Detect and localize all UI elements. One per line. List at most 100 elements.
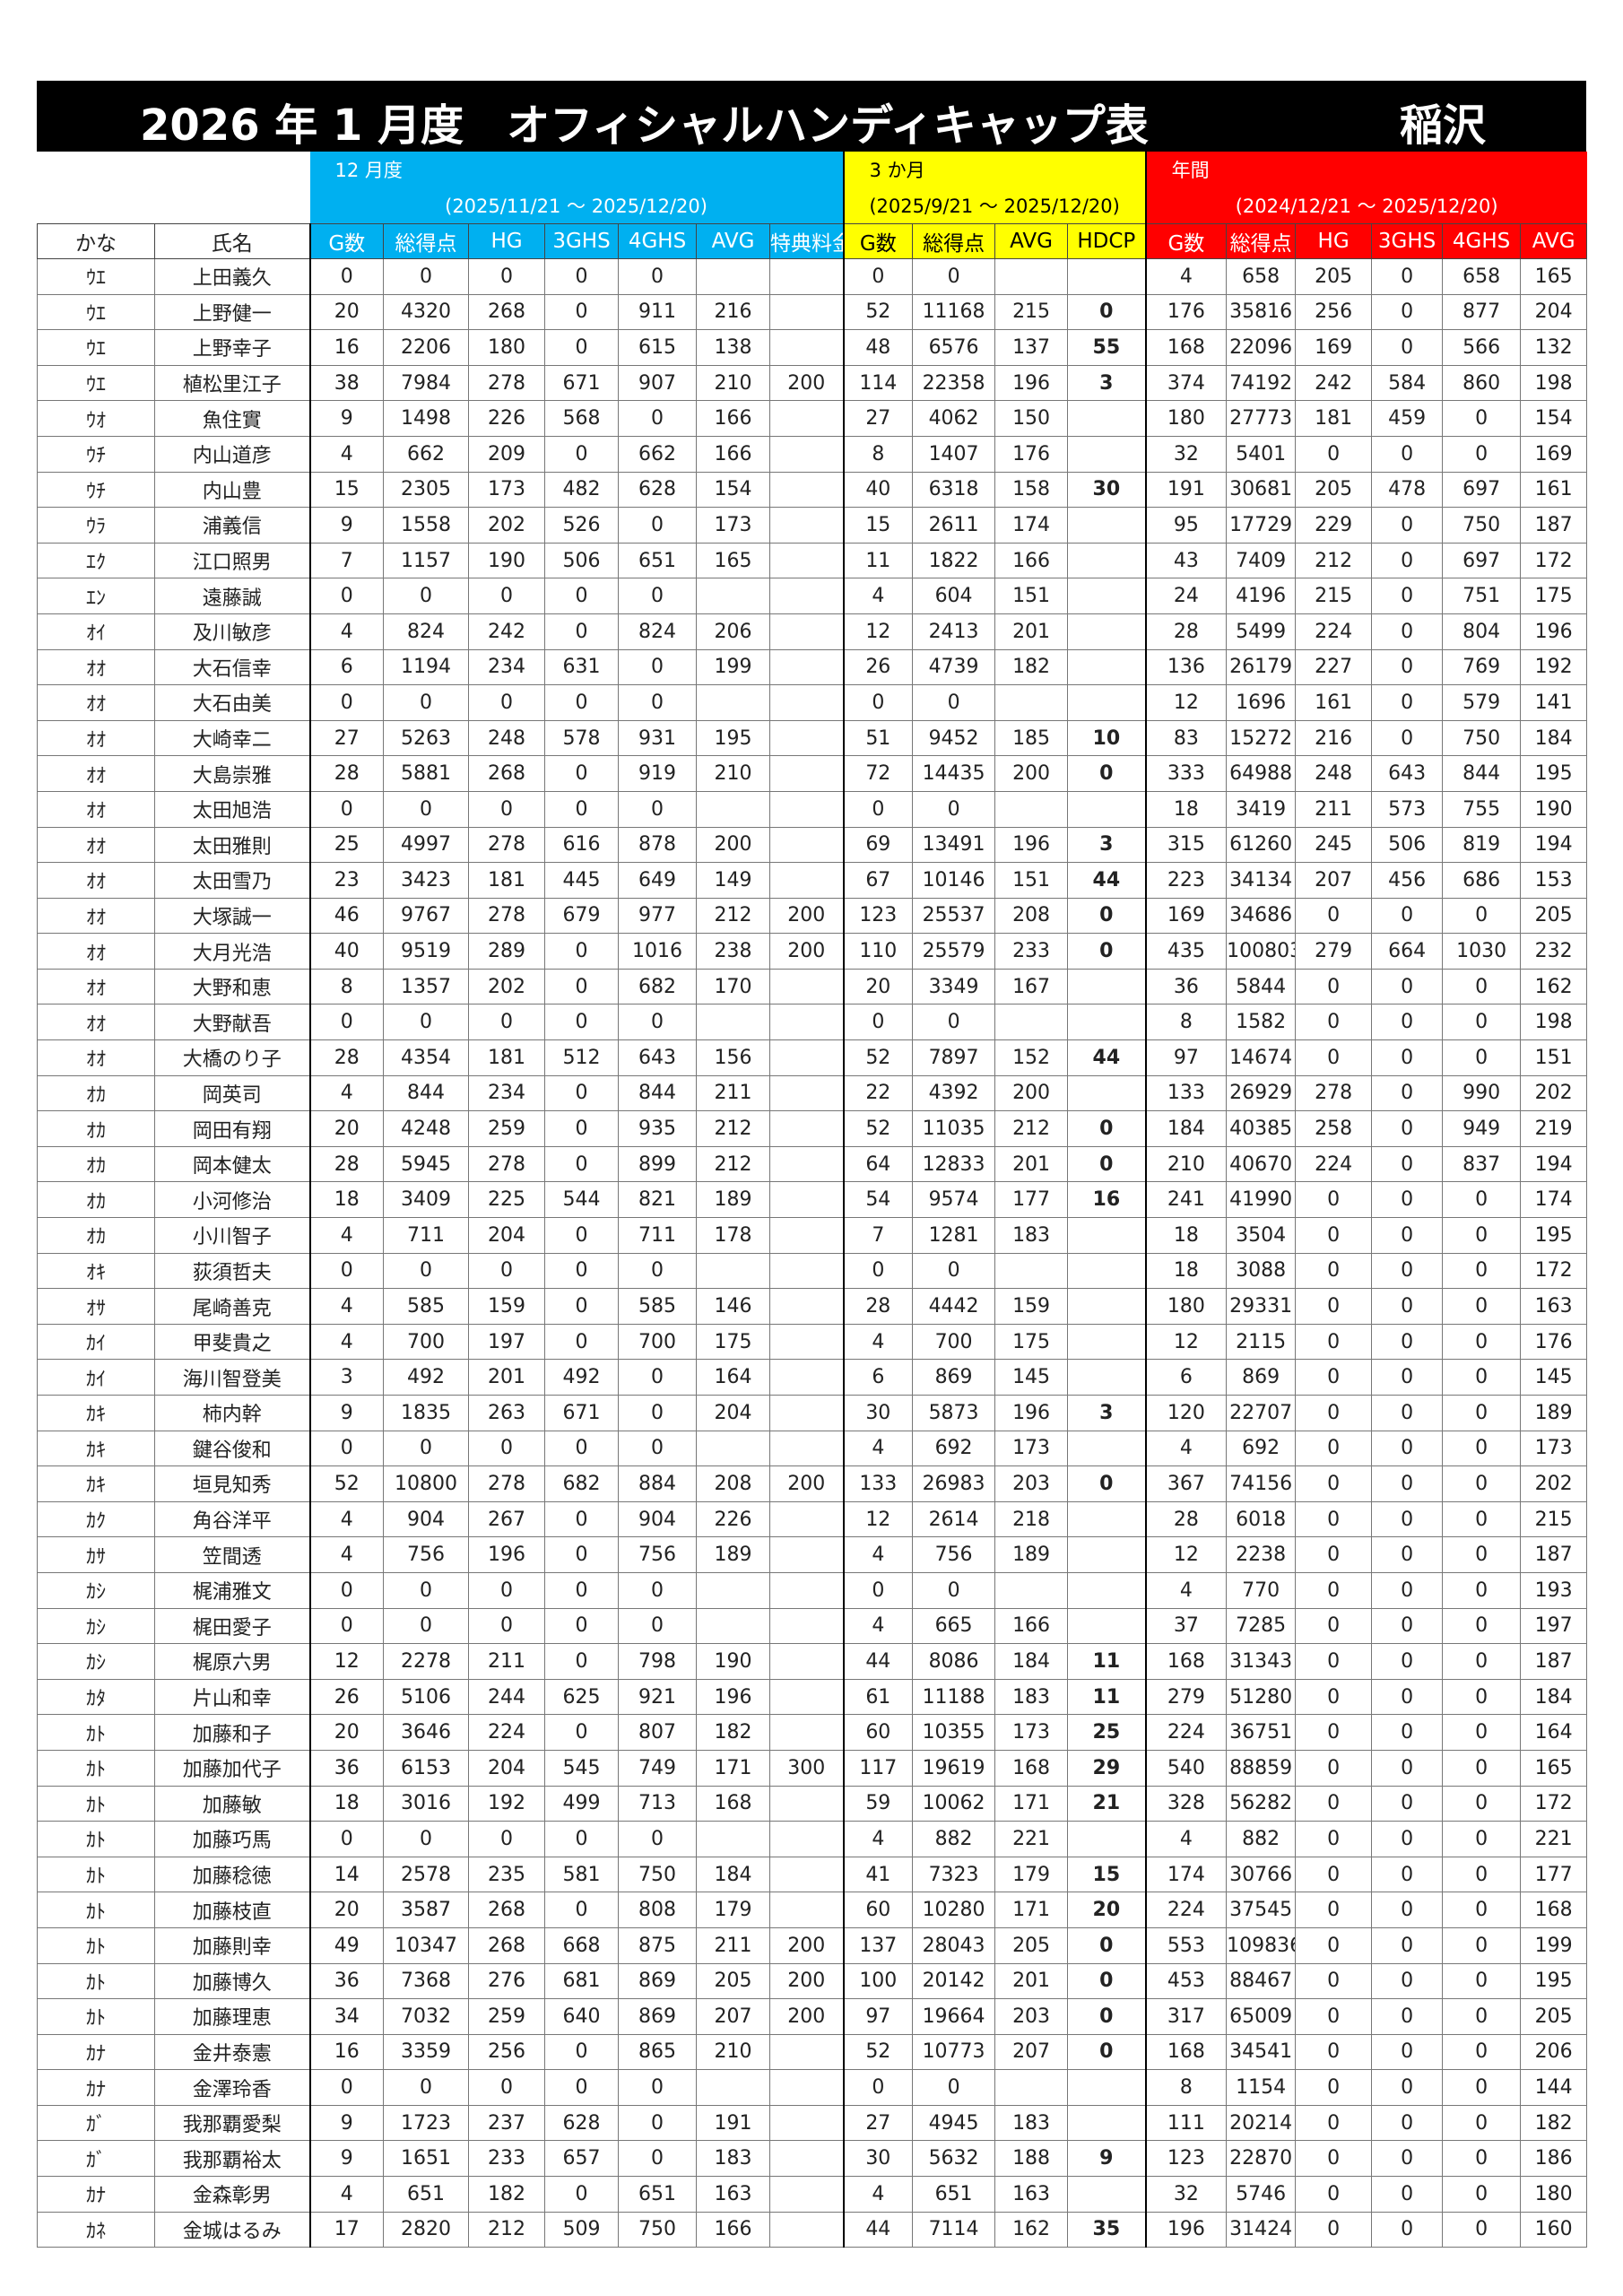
stat-cell: 0 xyxy=(544,684,619,721)
row: ｵｻ 尾崎善克 4 585 159 0 585 146 28 4442 159 180 29331 0 0 0… xyxy=(37,1288,1588,1325)
stat-cell: 1822 xyxy=(912,542,996,579)
stat-cell: 545 xyxy=(544,1749,619,1787)
stat-cell: 0 xyxy=(308,1821,384,1857)
kana: ｵｶ xyxy=(37,1181,155,1219)
stat-cell: 18 xyxy=(308,1785,384,1822)
kana: ｵｲ xyxy=(37,613,155,650)
stat-cell: 756 xyxy=(383,1536,469,1573)
member-name: 小川智子 xyxy=(154,1217,310,1254)
stat-cell: 30 xyxy=(842,1395,914,1431)
stat-cell: 8086 xyxy=(912,1643,996,1680)
stat-cell: 10 xyxy=(1067,719,1147,757)
stat-cell: 15 xyxy=(842,507,914,544)
stat-cell: 3419 xyxy=(1226,790,1297,828)
stat-cell: 0 xyxy=(1371,2069,1444,2106)
row: ｶﾈ 金城はるみ 17 2820 212 509 750 166 44 7114 162 35 196 3… xyxy=(37,2211,1588,2248)
title-bar: 2026 年 1 月度 オフィシャルハンディキャップ表 稲沢 xyxy=(37,81,1586,152)
stat-cell: 4 xyxy=(842,1821,914,1857)
stat-cell: 170 xyxy=(696,968,770,1005)
stat-cell: 3409 xyxy=(383,1181,469,1219)
stat-cell: 197 xyxy=(468,1323,545,1361)
stat-cell xyxy=(768,1252,845,1290)
row: ｶﾄ 加藤加代子 36 6153 204 545 749 171 300 117 19619 168 2… xyxy=(37,1749,1588,1787)
stat-cell: 26179 xyxy=(1226,648,1297,686)
stat-cell: 210 xyxy=(1144,1145,1228,1183)
stat-cell: 0 xyxy=(1295,1785,1373,1822)
row: ｵｵ 大月光浩 40 9519 289 0 1016 238 200 110 25579 233 0 43… xyxy=(37,933,1588,970)
stat-cell: 141 xyxy=(1520,684,1588,721)
stat-cell: 211 xyxy=(696,1926,770,1964)
stat-cell: 367 xyxy=(1144,1465,1228,1502)
stat-cell: 0 xyxy=(1067,1998,1147,2035)
stat-cell: 6153 xyxy=(383,1749,469,1787)
column-header: かな xyxy=(37,223,155,259)
member-name: 金森彰男 xyxy=(154,2176,310,2213)
stat-cell: 24 xyxy=(1144,578,1228,614)
kana: ｵｵ xyxy=(37,755,155,792)
member-name: 大塚誠一 xyxy=(154,897,310,935)
stat-cell: 0 xyxy=(468,1571,545,1609)
stat-cell xyxy=(994,2069,1069,2106)
stat-cell: 181 xyxy=(468,1039,545,1076)
stat-cell: 196 xyxy=(994,826,1069,864)
stat-cell: 9 xyxy=(1067,2140,1147,2178)
stat-cell: 38 xyxy=(308,364,384,402)
stat-cell: 44 xyxy=(842,1643,914,1680)
stat-cell: 0 xyxy=(1067,2033,1147,2071)
stat-cell: 0 xyxy=(618,400,697,437)
stat-cell: 4945 xyxy=(912,2104,996,2142)
stat-cell: 4392 xyxy=(912,1074,996,1112)
stat-cell: 227 xyxy=(1295,648,1373,686)
stat-cell: 0 xyxy=(1295,2033,1373,2071)
stat-cell: 211 xyxy=(468,1643,545,1680)
stat-cell: 0 xyxy=(1371,2176,1444,2213)
stat-cell: 0 xyxy=(1295,968,1373,1005)
stat-cell: 0 xyxy=(1371,1607,1444,1645)
member-name: 遠藤誠 xyxy=(154,578,310,614)
stat-cell: 100803 xyxy=(1226,933,1297,970)
stat-cell xyxy=(768,1359,845,1396)
column-header: 3GHS xyxy=(544,223,619,259)
stat-cell: 643 xyxy=(1371,755,1444,792)
stat-cell xyxy=(1067,1571,1147,1609)
stat-cell: 0 xyxy=(912,1252,996,1290)
member-name: 小河修治 xyxy=(154,1181,310,1219)
stat-cell: 1407 xyxy=(912,435,996,473)
stat-cell: 573 xyxy=(1371,790,1444,828)
group-name: 3 か月 xyxy=(842,152,1146,187)
row: ｵｵ 大野和恵 8 1357 202 0 682 170 20 3349 167 36 5844 0 0 0 1… xyxy=(37,968,1588,1005)
stat-cell: 182 xyxy=(696,1714,770,1751)
stat-cell: 43 xyxy=(1144,542,1228,579)
stat-cell: 0 xyxy=(1067,1465,1147,1502)
stat-cell: 194 xyxy=(1520,1145,1588,1183)
stat-cell: 169 xyxy=(1520,435,1588,473)
stat-cell: 192 xyxy=(468,1785,545,1822)
stat-cell: 865 xyxy=(618,2033,697,2071)
stat-cell: 182 xyxy=(1520,2104,1588,2142)
stat-cell: 123 xyxy=(1144,2140,1228,2178)
stat-cell: 193 xyxy=(1520,1571,1588,1609)
stat-cell: 263 xyxy=(468,1395,545,1431)
stat-cell xyxy=(1067,400,1147,437)
stat-cell: 28 xyxy=(842,1288,914,1325)
stat-cell: 60 xyxy=(842,1892,914,1928)
stat-cell: 201 xyxy=(994,1962,1069,2000)
kana: ｶｻ xyxy=(37,1536,155,1573)
row: ｶﾄ 加藤博久 36 7368 276 681 869 205 200 100 20142 201 0 4… xyxy=(37,1962,1588,2000)
stat-cell: 242 xyxy=(468,613,545,650)
stat-cell: 317 xyxy=(1144,1998,1228,2035)
kana: ｳｴ xyxy=(37,364,155,402)
stat-cell: 700 xyxy=(912,1323,996,1361)
stat-cell: 824 xyxy=(618,613,697,650)
stat-cell: 180 xyxy=(1520,2176,1588,2213)
stat-cell: 0 xyxy=(1295,1252,1373,1290)
stat-cell: 4354 xyxy=(383,1039,469,1076)
stat-cell: 0 xyxy=(1371,1962,1444,2000)
column-header: AVG xyxy=(994,223,1069,259)
column-header: 4GHS xyxy=(1442,223,1522,259)
stat-cell: 837 xyxy=(1442,1145,1522,1183)
stat-cell: 3 xyxy=(1067,1395,1147,1431)
stat-cell: 166 xyxy=(696,2211,770,2248)
stat-cell: 878 xyxy=(618,826,697,864)
stat-cell: 72 xyxy=(842,755,914,792)
